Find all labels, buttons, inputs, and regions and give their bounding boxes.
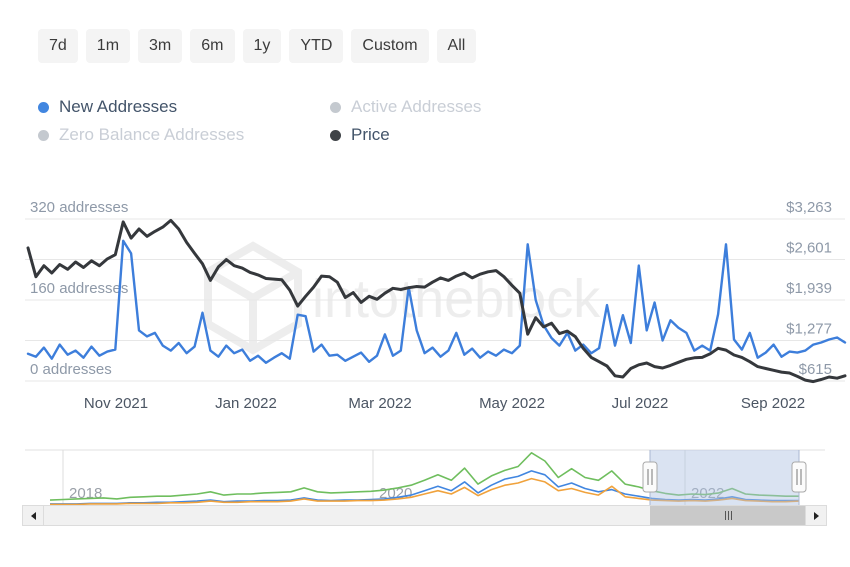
range-button-1m[interactable]: 1m xyxy=(85,29,131,63)
legend-item-price[interactable]: Price xyxy=(330,122,481,148)
legend-item-zero-balance-addresses[interactable]: Zero Balance Addresses xyxy=(38,122,330,148)
range-button-3m[interactable]: 3m xyxy=(138,29,183,63)
legend-dot-icon xyxy=(38,129,49,141)
legend-item-active-addresses[interactable]: Active Addresses xyxy=(330,94,481,120)
y-axis-label-right: $1,939 xyxy=(786,280,832,297)
range-button-1y[interactable]: 1y xyxy=(242,29,282,63)
x-axis-label: Jul 2022 xyxy=(612,395,669,412)
navigator-left-handle[interactable] xyxy=(642,461,658,493)
navigator-orange-line xyxy=(50,477,800,506)
scroll-right-icon xyxy=(813,511,819,520)
x-axis-label: Nov 2021 xyxy=(84,395,148,412)
range-button-ytd[interactable]: YTD xyxy=(289,29,344,63)
navigator-selection[interactable] xyxy=(650,450,799,505)
watermark-text: intotheblock xyxy=(312,269,601,329)
new-addresses-line xyxy=(26,239,847,364)
range-button-custom[interactable]: Custom xyxy=(351,29,429,63)
x-axis-label: Mar 2022 xyxy=(348,395,411,412)
chart-legend: New Addresses Active Addresses Zero Balanc… xyxy=(38,94,481,148)
y-axis-label-right: $1,277 xyxy=(786,321,832,338)
legend-label: Active Addresses xyxy=(351,97,482,116)
scrollbar-thumb[interactable] xyxy=(650,506,806,525)
y-axis-label-right: $2,601 xyxy=(786,240,832,257)
y-axis-label-right: $3,263 xyxy=(786,199,832,216)
navigator-year-label: 2022 xyxy=(691,485,724,502)
price-line xyxy=(26,218,847,384)
legend-label: Price xyxy=(351,125,390,144)
scroll-right-button[interactable] xyxy=(805,506,826,525)
scroll-left-button[interactable] xyxy=(23,506,44,525)
legend-dot-icon xyxy=(330,129,341,141)
y-axis-label-left: 320 addresses xyxy=(30,199,128,216)
legend-dot-icon xyxy=(330,101,341,113)
legend-label: New Addresses xyxy=(59,97,178,116)
legend-item-new-addresses[interactable]: New Addresses xyxy=(38,94,330,120)
legend-dot-icon xyxy=(38,101,49,113)
y-axis-label-left: 0 addresses xyxy=(30,361,112,378)
time-range-toolbar: 7d 1m 3m 6m 1y YTD Custom All xyxy=(38,29,477,63)
legend-label: Zero Balance Addresses xyxy=(59,125,245,144)
scroll-left-icon xyxy=(30,511,36,520)
navigator-green-line xyxy=(49,451,799,501)
range-button-all[interactable]: All xyxy=(436,29,477,63)
x-axis-label: May 2022 xyxy=(479,395,545,412)
navigator-scrollbar[interactable] xyxy=(22,505,827,526)
range-button-6m[interactable]: 6m xyxy=(190,29,235,63)
x-axis-label: Sep 2022 xyxy=(741,395,805,412)
y-axis-label-right: $615 xyxy=(799,361,832,378)
x-axis-label: Jan 2022 xyxy=(215,395,277,412)
navigator-right-handle[interactable] xyxy=(791,461,807,493)
y-axis-label-left: 160 addresses xyxy=(30,280,128,297)
range-button-7d[interactable]: 7d xyxy=(38,29,78,63)
thumb-grip-icon xyxy=(724,507,733,525)
